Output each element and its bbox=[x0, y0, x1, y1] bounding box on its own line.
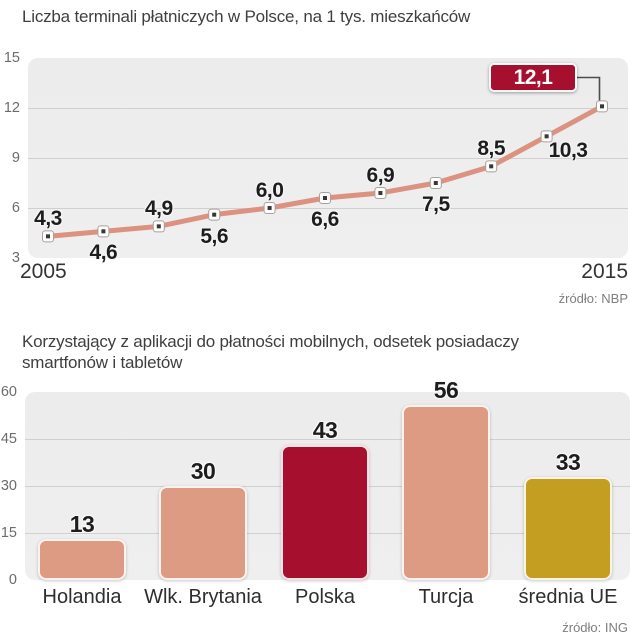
bar-column bbox=[281, 445, 369, 580]
line-chart-svg bbox=[42, 76, 608, 243]
bar-category-label: Polska bbox=[294, 586, 356, 608]
bar-chart-title: Korzystający z aplikacji do płatności mo… bbox=[22, 331, 519, 373]
data-point-dot bbox=[101, 229, 106, 234]
data-point-label: 8,5 bbox=[477, 137, 506, 161]
data-point-dot bbox=[212, 212, 217, 217]
bar-chart-y-axis: 60 45 30 15 0 bbox=[0, 0, 17, 640]
data-point-label: 4,3 bbox=[34, 207, 62, 231]
data-point-dot bbox=[433, 181, 438, 185]
data-point-label: 6,9 bbox=[366, 164, 395, 187]
line-y-tick-label: 3 bbox=[11, 250, 20, 266]
gridline bbox=[28, 208, 628, 209]
bar-category-label: Wlk. Brytania bbox=[144, 586, 262, 608]
bar-category-label: Turcja bbox=[418, 586, 474, 608]
bar-value-label: 13 bbox=[69, 511, 95, 538]
bar-chart-source: źródło: ING bbox=[562, 620, 628, 635]
data-point-label: 5,6 bbox=[200, 224, 229, 248]
data-point-dot bbox=[267, 206, 272, 210]
gridline bbox=[25, 439, 630, 440]
bar-value-label: 43 bbox=[312, 417, 338, 444]
bar-chart-title-line1: Korzystający z aplikacji do płatności mo… bbox=[22, 332, 519, 351]
data-point-dot bbox=[378, 191, 383, 195]
data-point-label: 4,6 bbox=[89, 241, 118, 265]
bar-y-tick-label: 60 bbox=[0, 384, 17, 400]
data-point-dot bbox=[46, 234, 50, 239]
line-y-tick-label: 12 bbox=[3, 100, 20, 116]
bar-y-tick-label: 30 bbox=[0, 478, 17, 494]
data-point-dot bbox=[323, 196, 327, 200]
line-chart-plot-area: 4,3 4,6 4,9 5,6 6,0 6,6 6,9 7,5 8,5 10,3 12,1 bbox=[28, 58, 628, 264]
data-point-label: 6,6 bbox=[311, 208, 339, 231]
data-point-label: 4,9 bbox=[144, 197, 173, 221]
bar-chart-title-line2: smartfonów i tabletów bbox=[22, 353, 183, 372]
data-point-dot bbox=[544, 134, 549, 139]
line-chart-y-axis: 15 12 9 6 3 bbox=[0, 0, 20, 330]
bar-y-tick-label: 45 bbox=[0, 431, 17, 447]
bar-value-label: 30 bbox=[190, 458, 216, 484]
data-point-label: 7,5 bbox=[421, 193, 450, 216]
bar-column bbox=[524, 476, 612, 580]
line-y-tick-label: 15 bbox=[3, 50, 20, 66]
data-point-label: 6,0 bbox=[255, 179, 284, 202]
bar-y-tick-label: 0 bbox=[8, 572, 17, 588]
bar-chart-plot-area: 13 30 43 56 33 bbox=[25, 378, 630, 580]
x-axis-label-end: 2015 bbox=[581, 260, 628, 283]
bar-value-label: 33 bbox=[555, 448, 581, 475]
line-chart-title: Liczba terminali płatniczych w Polsce, n… bbox=[22, 7, 471, 26]
data-point-dot bbox=[600, 104, 604, 109]
bar-column bbox=[38, 539, 126, 580]
data-point-dot bbox=[489, 164, 494, 169]
gridline bbox=[28, 108, 628, 109]
bar-y-tick-label: 15 bbox=[0, 525, 17, 541]
gridline bbox=[28, 158, 628, 159]
data-point-label: 10,3 bbox=[548, 139, 588, 163]
x-axis-label-start: 2005 bbox=[20, 260, 67, 283]
line-y-tick-label: 9 bbox=[11, 150, 20, 166]
bar-category-label: Holandia bbox=[42, 586, 122, 608]
line-chart-source: źródło: NBP bbox=[558, 291, 628, 306]
highlight-callout: 12,1 bbox=[489, 63, 577, 92]
line-y-tick-label: 6 bbox=[11, 200, 20, 216]
bar-value-label: 56 bbox=[433, 376, 459, 403]
data-point-dot bbox=[156, 224, 161, 229]
bar-category-label: średnia UE bbox=[518, 586, 618, 608]
callout-connector-line bbox=[577, 76, 601, 102]
bar-column bbox=[402, 404, 490, 580]
bar-column bbox=[159, 486, 247, 580]
